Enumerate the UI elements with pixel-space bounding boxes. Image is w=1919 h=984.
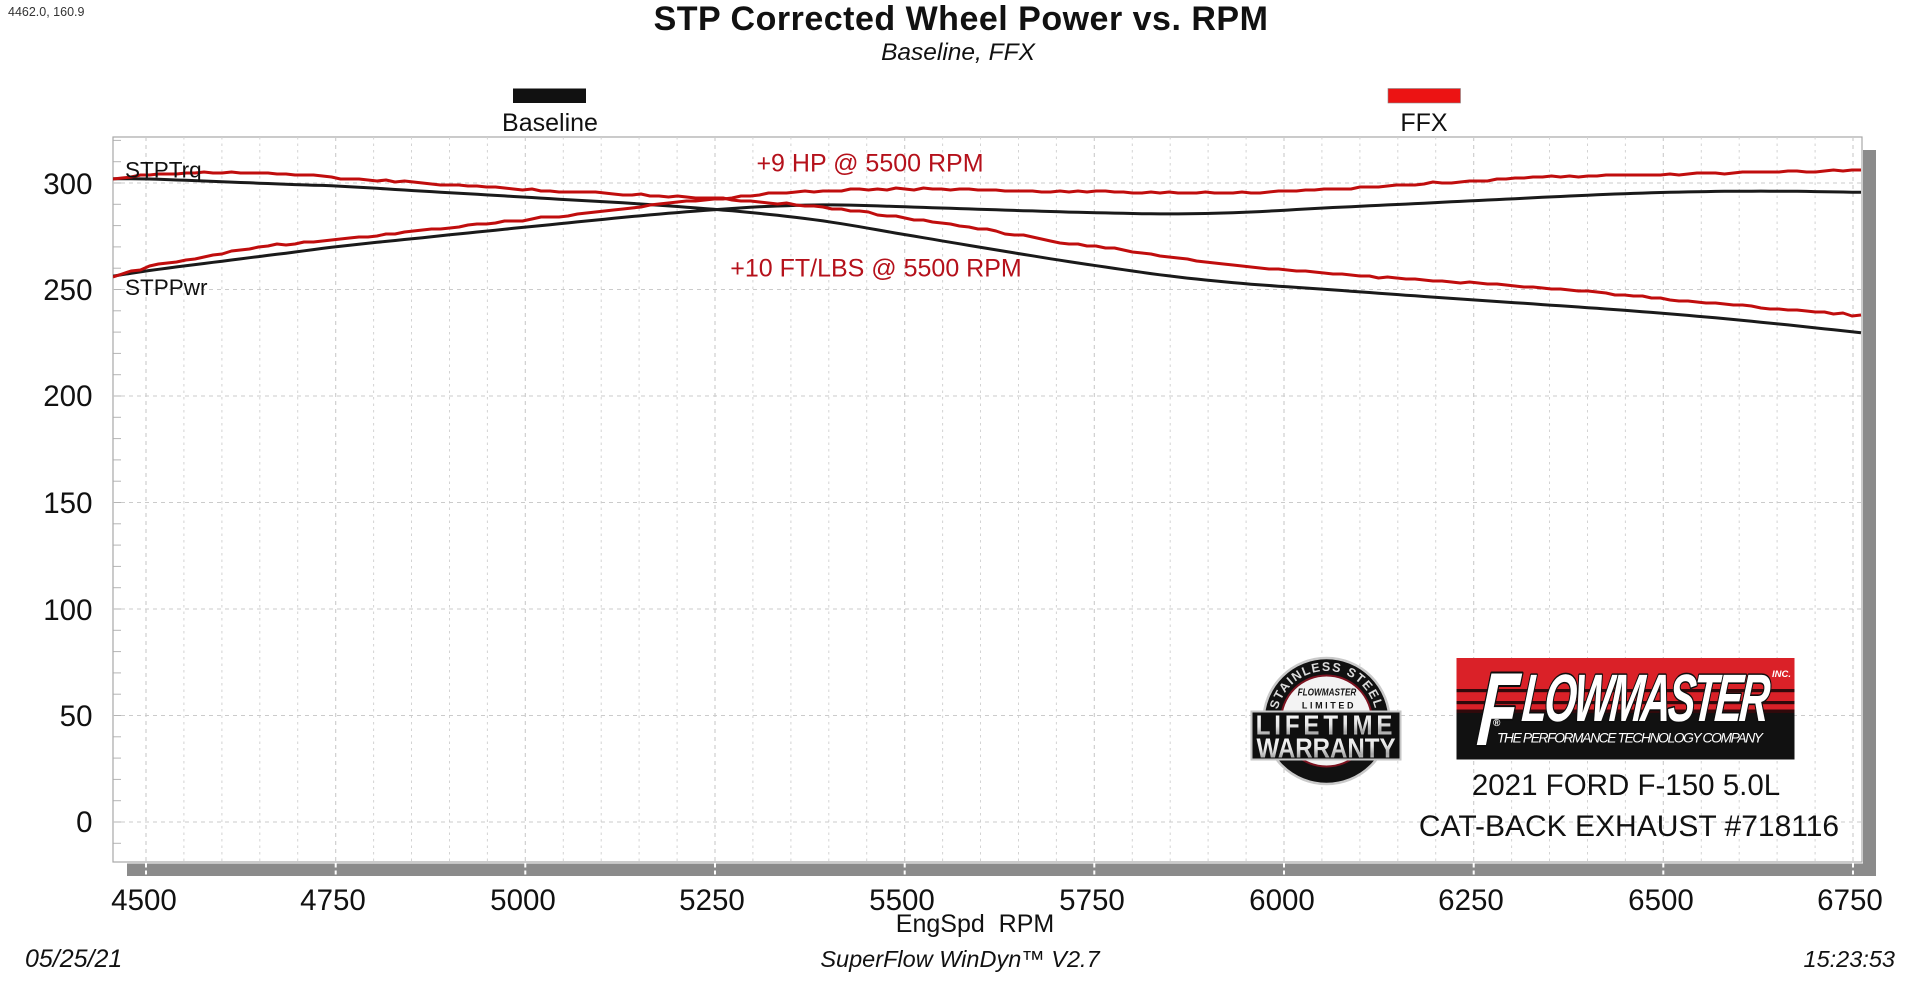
svg-text:CAT-BACK EXHAUST #718116: CAT-BACK EXHAUST #718116 (1419, 810, 1839, 843)
svg-text:THE PERFORMANCE TECHNOLOGY COM: THE PERFORMANCE TECHNOLOGY COMPANY (1497, 731, 1765, 746)
svg-text:5500: 5500 (869, 884, 935, 917)
svg-text:250: 250 (43, 274, 92, 307)
svg-text:5000: 5000 (490, 884, 556, 917)
svg-text:STPTrq: STPTrq (125, 158, 202, 183)
svg-text:+9 HP @ 5500 RPM: +9 HP @ 5500 RPM (756, 150, 983, 178)
svg-text:6250: 6250 (1438, 884, 1504, 917)
svg-text:Baseline: Baseline (502, 109, 598, 137)
svg-text:15:23:53: 15:23:53 (1804, 946, 1895, 972)
svg-text:150: 150 (43, 487, 92, 520)
svg-text:LIMITED: LIMITED (1302, 701, 1356, 711)
svg-text:5750: 5750 (1059, 884, 1125, 917)
svg-text:6000: 6000 (1249, 884, 1315, 917)
svg-text:INC.: INC. (1772, 669, 1791, 680)
svg-text:100: 100 (43, 594, 92, 627)
svg-text:SuperFlow WinDyn™ V2.7: SuperFlow WinDyn™ V2.7 (820, 946, 1100, 972)
svg-text:4462.0, 160.9: 4462.0, 160.9 (8, 5, 85, 19)
svg-text:200: 200 (43, 380, 92, 413)
svg-text:2021 FORD F-150 5.0L: 2021 FORD F-150 5.0L (1472, 769, 1780, 802)
svg-text:4750: 4750 (300, 884, 366, 917)
svg-text:STP Corrected Wheel Power vs.: STP Corrected Wheel Power vs. RPM (654, 0, 1269, 38)
svg-text:300: 300 (43, 168, 92, 201)
svg-text:05/25/21: 05/25/21 (25, 945, 122, 973)
svg-text:LIFETIME: LIFETIME (1256, 709, 1397, 741)
svg-text:4500: 4500 (111, 884, 177, 917)
svg-text:LOWMASTER: LOWMASTER (1519, 661, 1773, 735)
svg-text:6750: 6750 (1817, 884, 1883, 917)
svg-text:FFX: FFX (1400, 109, 1448, 137)
svg-text:6500: 6500 (1628, 884, 1694, 917)
svg-text:®: ® (1493, 718, 1501, 729)
svg-text:EngSpd RPM: EngSpd RPM (896, 910, 1054, 938)
svg-text:0: 0 (76, 806, 92, 839)
svg-text:STPPwr: STPPwr (125, 275, 208, 300)
svg-text:WARRANTY: WARRANTY (1256, 732, 1395, 764)
svg-text:FLOWMASTER: FLOWMASTER (1298, 685, 1357, 697)
svg-text:Baseline, FFX: Baseline, FFX (881, 39, 1037, 66)
svg-text:50: 50 (60, 700, 93, 733)
svg-text:5250: 5250 (679, 884, 745, 917)
svg-text:+10 FT/LBS @ 5500 RPM: +10 FT/LBS @ 5500 RPM (730, 255, 1021, 283)
